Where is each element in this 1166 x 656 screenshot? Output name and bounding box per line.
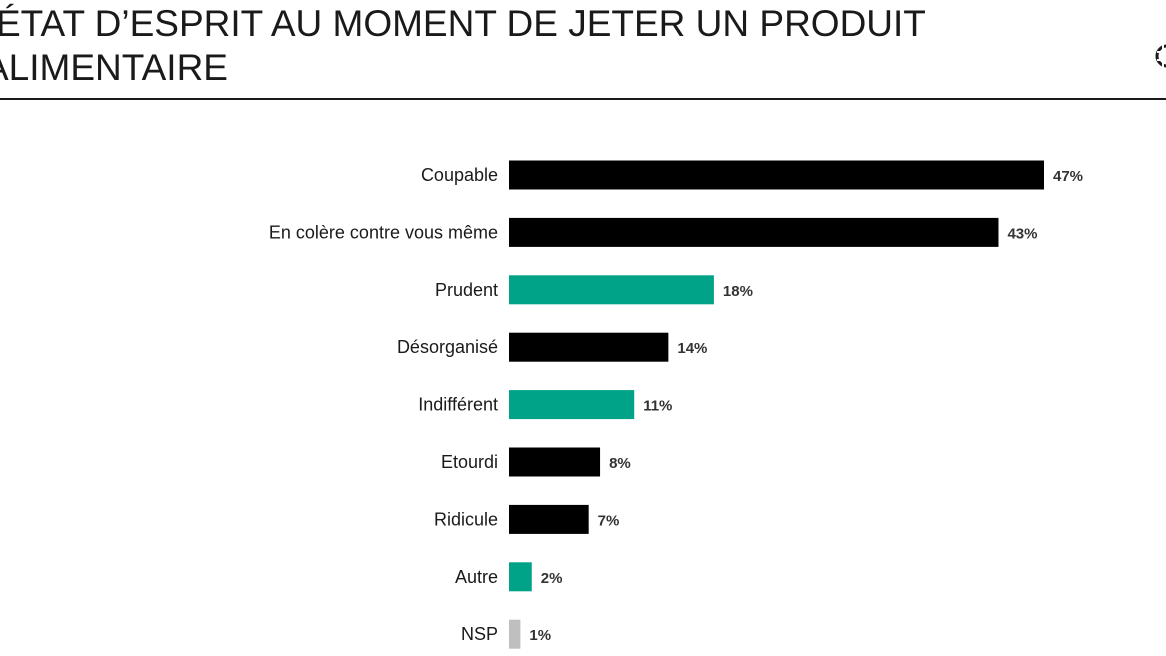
bar-group: Etourdi 8% bbox=[441, 447, 631, 477]
bar bbox=[509, 447, 601, 477]
bar-group: Prudent 18% bbox=[435, 275, 753, 305]
bar bbox=[509, 619, 521, 649]
value-label: 11% bbox=[643, 398, 672, 415]
bar-group: Ridicule 7% bbox=[434, 504, 620, 534]
page-title: ÉTAT D’ESPRIT AU MOMENT DE JETER UN PROD… bbox=[0, 2, 1106, 90]
category-label: Indifférent bbox=[418, 395, 498, 415]
value-label: 14% bbox=[677, 340, 707, 357]
bar bbox=[509, 160, 1044, 190]
bar bbox=[509, 390, 635, 420]
page-title-line1: ÉTAT D’ESPRIT AU MOMENT DE JETER UN PROD… bbox=[0, 3, 926, 44]
category-label: Désorganisé bbox=[397, 337, 498, 357]
category-label: Etourdi bbox=[441, 452, 498, 472]
bar bbox=[509, 504, 589, 534]
category-label: Coupable bbox=[421, 165, 498, 185]
value-label: 7% bbox=[598, 512, 620, 529]
value-label: 2% bbox=[541, 570, 563, 587]
bar bbox=[509, 275, 714, 305]
category-label: En colère contre vous même bbox=[269, 222, 498, 242]
bar-group: NSP 1% bbox=[461, 619, 551, 649]
bar bbox=[509, 562, 532, 592]
value-label: 43% bbox=[1007, 225, 1037, 242]
category-label: NSP bbox=[461, 624, 498, 644]
value-label: 1% bbox=[529, 627, 551, 644]
bar-group: Coupable 47% bbox=[421, 160, 1083, 190]
title-divider bbox=[0, 98, 1166, 100]
bar bbox=[509, 217, 999, 247]
value-label: 47% bbox=[1053, 168, 1083, 185]
value-label: 8% bbox=[609, 455, 631, 472]
category-label: Prudent bbox=[435, 280, 498, 300]
bar-group: Indifférent 11% bbox=[418, 390, 672, 420]
category-label: Autre bbox=[455, 567, 498, 587]
value-label: 18% bbox=[723, 283, 753, 300]
bar bbox=[509, 332, 669, 362]
bar-group: En colère contre vous même 43% bbox=[269, 217, 1037, 247]
brand-logo-icon bbox=[1155, 44, 1166, 68]
category-label: Ridicule bbox=[434, 509, 498, 529]
bar-group: Autre 2% bbox=[455, 562, 563, 592]
bar-group: Désorganisé 14% bbox=[397, 332, 707, 362]
page-title-line2: ALIMENTAIRE bbox=[0, 47, 228, 88]
